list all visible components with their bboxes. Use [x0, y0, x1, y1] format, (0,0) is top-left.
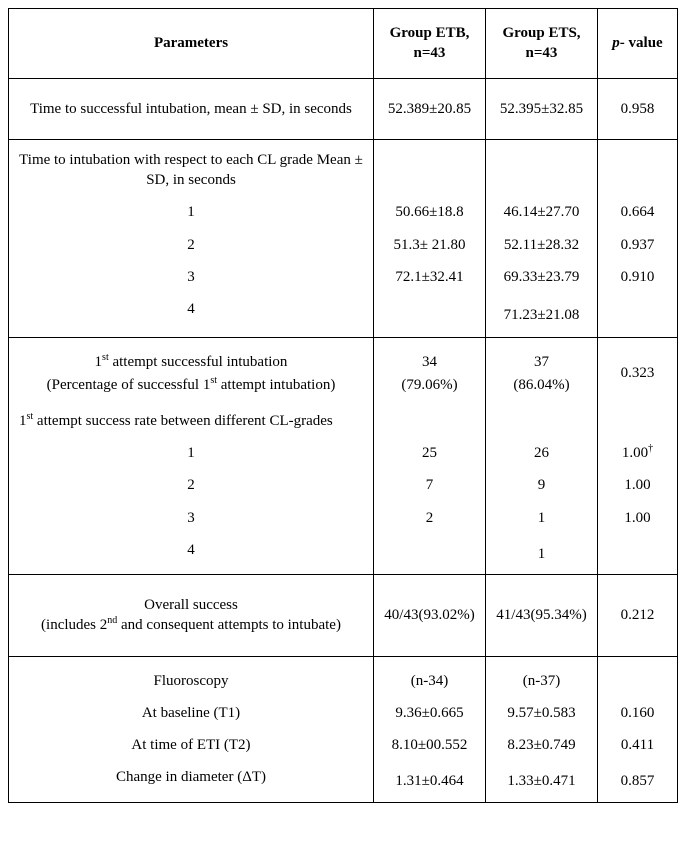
ets: 69.33±23.79 — [486, 261, 598, 293]
ets: 1.33±0.471 — [486, 761, 598, 802]
grade: 3 — [9, 261, 374, 293]
col-pvalue: p- value — [598, 9, 678, 79]
label: Fluoroscopy — [9, 656, 374, 697]
ets: 9.57±0.583 — [486, 697, 598, 729]
p: 0.160 — [598, 697, 678, 729]
etb: 2 — [374, 502, 486, 534]
etb: 72.1±32.41 — [374, 261, 486, 293]
ets: 71.23±21.08 — [486, 293, 598, 338]
label: 1st attempt successful intubation (Perce… — [9, 338, 374, 401]
p: 1.00 — [598, 502, 678, 534]
row-fluoro-dt: Change in diameter (ΔT) 1.31±0.464 1.33±… — [9, 761, 678, 802]
grade: 2 — [9, 229, 374, 261]
ets: 37 (86.04%) — [486, 338, 598, 401]
row-first-attempt-between: 1st attempt success rate between differe… — [9, 401, 678, 437]
label: Change in diameter (ΔT) — [9, 761, 374, 802]
etb: 34 (79.06%) — [374, 338, 486, 401]
grade: 1 — [9, 196, 374, 228]
ets: 52.395±32.85 — [486, 78, 598, 139]
row-time-by-cl-header: Time to intubation with respect to each … — [9, 139, 678, 196]
label: 1st attempt success rate between differe… — [9, 401, 374, 437]
label: Overall success(includes 2nd and consequ… — [9, 575, 374, 657]
p: 0.664 — [598, 196, 678, 228]
label: At time of ETI (T2) — [9, 729, 374, 761]
etb: 50.66±18.8 — [374, 196, 486, 228]
grade: 4 — [9, 534, 374, 575]
etb: 25 — [374, 437, 486, 469]
first-attempt-sub: (Percentage of successful 1st attempt in… — [17, 375, 365, 395]
p: 0.910 — [598, 261, 678, 293]
p: 0.323 — [598, 338, 678, 401]
grade: 4 — [9, 293, 374, 338]
p: 0.857 — [598, 761, 678, 802]
ets: 26 — [486, 437, 598, 469]
ets: 8.23±0.749 — [486, 729, 598, 761]
etb: 51.3± 21.80 — [374, 229, 486, 261]
col-parameters: Parameters — [9, 9, 374, 79]
p: 0.212 — [598, 575, 678, 657]
row-fa-cl-3: 3 2 1 1.00 — [9, 502, 678, 534]
p — [598, 293, 678, 338]
row-time-cl-4: 4 71.23±21.08 — [9, 293, 678, 338]
grade: 1 — [9, 437, 374, 469]
etb: 40/43(93.02%) — [374, 575, 486, 657]
ets: 1 — [486, 502, 598, 534]
row-fa-cl-1: 1 25 26 1.00† — [9, 437, 678, 469]
first-attempt-label: 1st attempt successful intubation — [95, 354, 288, 370]
ets: 52.11±28.32 — [486, 229, 598, 261]
ets: 9 — [486, 469, 598, 501]
etb: 8.10±00.552 — [374, 729, 486, 761]
results-table: Parameters Group ETB, n=43 Group ETS, n=… — [8, 8, 678, 803]
etb: 1.31±0.464 — [374, 761, 486, 802]
row-overall: Overall success(includes 2nd and consequ… — [9, 575, 678, 657]
p — [598, 534, 678, 575]
row-fluoroscopy-title: Fluoroscopy (n-34) (n-37) — [9, 656, 678, 697]
p: 1.00 — [598, 469, 678, 501]
row-time-cl-3: 3 72.1±32.41 69.33±23.79 0.910 — [9, 261, 678, 293]
ets: 46.14±27.70 — [486, 196, 598, 228]
grade: 3 — [9, 502, 374, 534]
header-row: Parameters Group ETB, n=43 Group ETS, n=… — [9, 9, 678, 79]
etb: 7 — [374, 469, 486, 501]
ets: 41/43(95.34%) — [486, 575, 598, 657]
etb — [374, 534, 486, 575]
etb: 52.389±20.85 — [374, 78, 486, 139]
etb-n: (n-34) — [374, 656, 486, 697]
label: Time to intubation with respect to each … — [9, 139, 374, 196]
row-time-cl-1: 1 50.66±18.8 46.14±27.70 0.664 — [9, 196, 678, 228]
row-fluoro-t1: At baseline (T1) 9.36±0.665 9.57±0.583 0… — [9, 697, 678, 729]
grade: 2 — [9, 469, 374, 501]
p: 0.958 — [598, 78, 678, 139]
row-time-cl-2: 2 51.3± 21.80 52.11±28.32 0.937 — [9, 229, 678, 261]
row-first-attempt: 1st attempt successful intubation (Perce… — [9, 338, 678, 401]
row-fa-cl-2: 2 7 9 1.00 — [9, 469, 678, 501]
col-group-etb: Group ETB, n=43 — [374, 9, 486, 79]
col-group-ets: Group ETS, n=43 — [486, 9, 598, 79]
p: 0.411 — [598, 729, 678, 761]
label: Time to successful intubation, mean ± SD… — [9, 78, 374, 139]
p: 0.937 — [598, 229, 678, 261]
row-fa-cl-4: 4 1 — [9, 534, 678, 575]
ets: 1 — [486, 534, 598, 575]
etb: 9.36±0.665 — [374, 697, 486, 729]
p: 1.00† — [598, 437, 678, 469]
row-fluoro-t2: At time of ETI (T2) 8.10±00.552 8.23±0.7… — [9, 729, 678, 761]
etb — [374, 293, 486, 338]
label: At baseline (T1) — [9, 697, 374, 729]
row-time-success: Time to successful intubation, mean ± SD… — [9, 78, 678, 139]
ets-n: (n-37) — [486, 656, 598, 697]
